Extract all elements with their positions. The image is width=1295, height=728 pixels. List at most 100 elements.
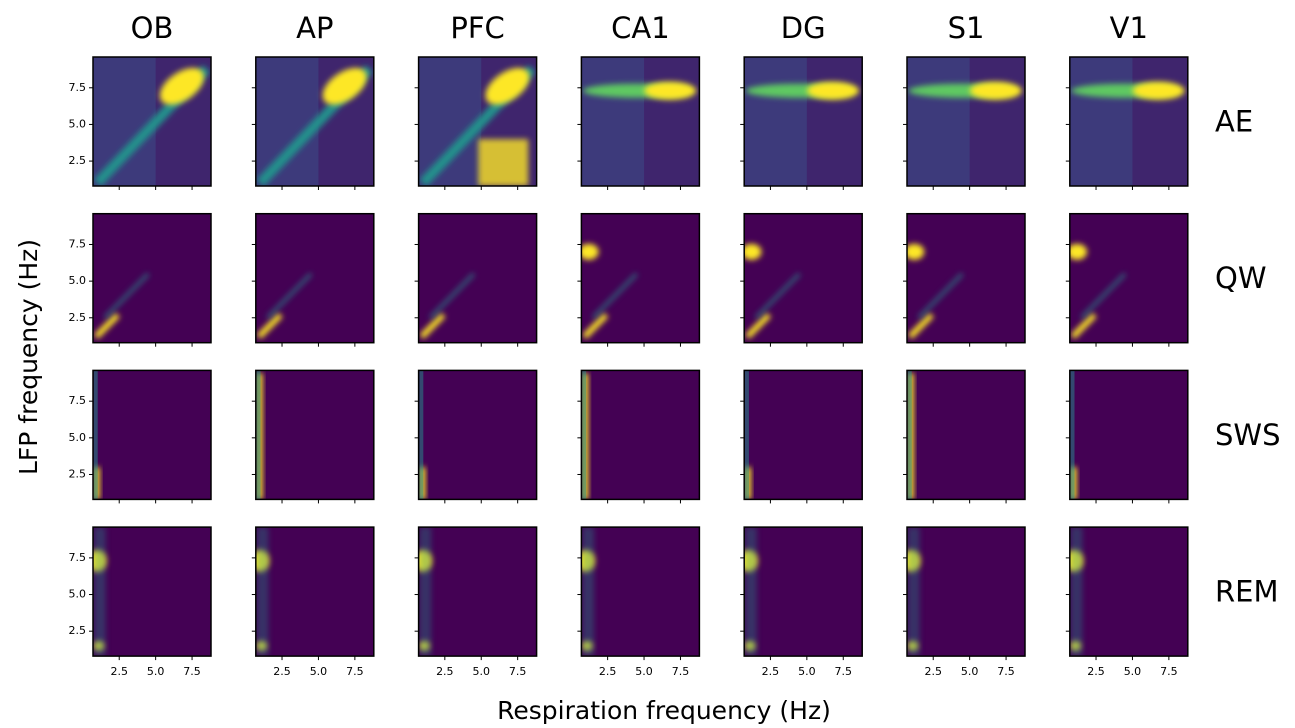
heatmap-panel	[1069, 57, 1188, 186]
heatmap-panel	[255, 527, 374, 657]
row-title: REM	[1215, 575, 1279, 609]
panel-frame	[255, 56, 375, 187]
heatmap-background	[581, 57, 700, 186]
panel-frame	[92, 369, 212, 501]
x-tick-label: 5.0	[1124, 665, 1142, 678]
heatmap-base	[93, 370, 211, 500]
heatmap-blob	[322, 67, 367, 105]
row-title: AE	[1215, 105, 1253, 139]
panel-frame	[743, 526, 863, 657]
y-tick-label: 5.0	[69, 431, 87, 444]
x-tick-label: 2.5	[924, 665, 942, 678]
panel-frame	[580, 369, 701, 501]
heatmap-panel	[93, 57, 211, 186]
y-tick-label: 7.5	[69, 81, 87, 94]
heatmap-streak	[256, 312, 283, 339]
y-axis-title: LFP frequency (Hz)	[14, 239, 43, 475]
heatmap-streak	[1070, 312, 1097, 339]
heatmap-panel	[1069, 527, 1188, 657]
heatmap-strip	[582, 370, 587, 500]
x-tick-label: 7.5	[672, 665, 690, 678]
column-title: S1	[948, 11, 985, 45]
heatmap-panel	[581, 213, 700, 343]
heatmap-panel	[907, 57, 1025, 186]
x-tick-label: 2.5	[110, 665, 128, 678]
x-tick-label: 7.5	[346, 665, 364, 678]
panel-frame	[743, 369, 863, 501]
panel-frame	[743, 56, 863, 187]
x-tick-label: 7.5	[1160, 665, 1178, 678]
y-tick-label: 5.0	[69, 274, 87, 287]
heatmap-background	[744, 57, 863, 186]
heatmap-strip	[582, 527, 595, 657]
heatmap-blob	[969, 81, 1022, 100]
heatmap-panel	[744, 57, 863, 186]
heatmap-blob	[159, 67, 204, 105]
heatmap-streak	[419, 312, 446, 339]
panel-frame	[906, 526, 1026, 657]
heatmap-blob	[1132, 81, 1185, 100]
heatmap-streak	[917, 272, 964, 320]
heatmap-panel	[418, 57, 537, 186]
panel-frame	[255, 212, 375, 344]
heatmap-streak	[266, 272, 313, 320]
heatmap-blob	[478, 139, 529, 186]
heatmap-panel	[581, 370, 700, 500]
heatmap-panel	[418, 213, 537, 343]
x-tick-label: 2.5	[762, 665, 780, 678]
heatmap-strip	[93, 527, 106, 657]
heatmap-shade	[969, 57, 1025, 186]
heatmap-strip	[256, 370, 261, 500]
heatmap-panel	[907, 213, 1025, 343]
panel-frame	[906, 369, 1026, 501]
heatmap-streak	[591, 272, 639, 320]
x-tick-label: 7.5	[509, 665, 527, 678]
heatmap-panel	[255, 57, 374, 186]
heatmap-streak	[907, 312, 934, 339]
heatmap-panel	[93, 527, 211, 657]
heatmap-strip	[907, 370, 912, 500]
x-tick-label: 5.0	[798, 665, 816, 678]
heatmap-blob	[807, 81, 860, 100]
heatmap-strip	[907, 527, 920, 657]
heatmap-streak	[754, 272, 801, 320]
heatmap-strip	[1070, 370, 1075, 500]
heatmap-strip	[744, 527, 757, 657]
heatmap-base	[418, 370, 537, 500]
heatmap-strip	[744, 370, 749, 500]
x-tick-label: 5.0	[472, 665, 490, 678]
heatmap-panel	[744, 370, 863, 500]
panel-frame	[1069, 212, 1189, 344]
heatmap-streak	[1080, 272, 1127, 320]
panel-frame	[92, 526, 212, 657]
heatmap-strip	[256, 527, 269, 657]
heatmap-base	[581, 527, 700, 657]
heatmap-panel	[93, 370, 211, 500]
heatmap-panel	[744, 213, 863, 343]
y-tick-label: 7.5	[69, 551, 87, 564]
panel-frame	[417, 369, 538, 501]
x-tick-label: 5.0	[147, 665, 165, 678]
y-tick-label: 7.5	[69, 237, 87, 250]
heatmap-background	[907, 57, 1025, 186]
heatmap-streak	[428, 272, 476, 320]
heatmap-base	[418, 527, 537, 657]
heatmap-strip	[419, 370, 424, 500]
y-tick-label: 2.5	[69, 311, 87, 324]
heatmap-background	[1069, 57, 1188, 186]
panel-frame	[417, 212, 538, 344]
x-axis-title: Respiration frequency (Hz)	[497, 696, 831, 725]
panel-frame	[906, 56, 1026, 187]
panel-frame	[417, 526, 538, 657]
x-tick-label: 5.0	[961, 665, 979, 678]
y-tick-label: 2.5	[69, 624, 87, 637]
panel-frame	[1069, 56, 1189, 187]
heatmap-blob	[907, 243, 925, 260]
heatmap-shade	[644, 57, 700, 186]
heatmap-panel	[255, 370, 374, 500]
x-tick-label: 7.5	[183, 665, 201, 678]
panel-frame	[1069, 369, 1189, 501]
y-tick-label: 5.0	[69, 117, 87, 130]
panel-frame	[417, 56, 538, 187]
